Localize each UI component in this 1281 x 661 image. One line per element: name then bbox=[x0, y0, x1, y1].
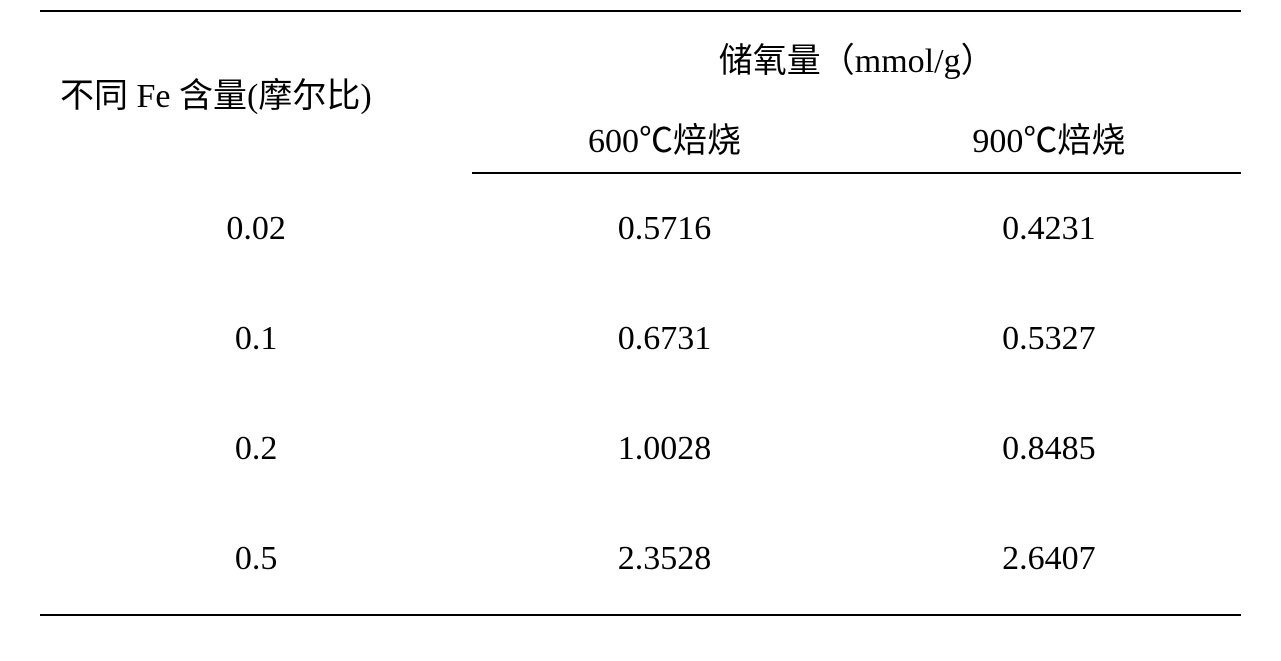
table-row: 0.5 2.3528 2.6407 bbox=[40, 504, 1241, 615]
cell-osc-900: 0.8485 bbox=[857, 394, 1241, 504]
cell-fe-ratio: 0.1 bbox=[40, 284, 472, 394]
cell-osc-900: 0.5327 bbox=[857, 284, 1241, 394]
data-table-container: 不同 Fe 含量(摩尔比) 储氧量（mmol/g） 600℃焙烧 900℃焙烧 … bbox=[0, 0, 1281, 661]
col-header-group-osc: 储氧量（mmol/g） bbox=[472, 11, 1241, 102]
col-header-fe-ratio: 不同 Fe 含量(摩尔比) bbox=[40, 11, 472, 173]
cell-fe-ratio: 0.2 bbox=[40, 394, 472, 504]
cell-osc-600: 1.0028 bbox=[472, 394, 856, 504]
col-header-600c: 600℃焙烧 bbox=[472, 102, 856, 173]
table-row: 0.1 0.6731 0.5327 bbox=[40, 284, 1241, 394]
cell-fe-ratio: 0.02 bbox=[40, 173, 472, 284]
cell-osc-600: 0.6731 bbox=[472, 284, 856, 394]
cell-osc-600: 2.3528 bbox=[472, 504, 856, 615]
col-header-900c: 900℃焙烧 bbox=[857, 102, 1241, 173]
oxygen-storage-table: 不同 Fe 含量(摩尔比) 储氧量（mmol/g） 600℃焙烧 900℃焙烧 … bbox=[40, 10, 1241, 616]
table-row: 0.2 1.0028 0.8485 bbox=[40, 394, 1241, 504]
cell-fe-ratio: 0.5 bbox=[40, 504, 472, 615]
table-row: 0.02 0.5716 0.4231 bbox=[40, 173, 1241, 284]
cell-osc-900: 2.6407 bbox=[857, 504, 1241, 615]
cell-osc-900: 0.4231 bbox=[857, 173, 1241, 284]
cell-osc-600: 0.5716 bbox=[472, 173, 856, 284]
table-header-row-group: 不同 Fe 含量(摩尔比) 储氧量（mmol/g） bbox=[40, 11, 1241, 102]
